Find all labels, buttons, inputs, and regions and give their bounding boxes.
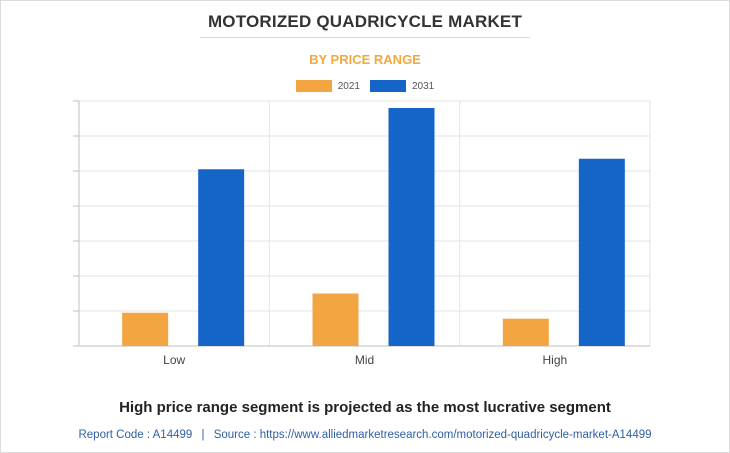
legend-item-2031: 2031 xyxy=(370,80,434,92)
source-url: Source : https://www.alliedmarketresearc… xyxy=(213,429,652,441)
legend-swatch-2021 xyxy=(295,80,332,92)
x-tick-label-low: Low xyxy=(163,353,185,367)
legend-label-2021: 2021 xyxy=(337,80,360,92)
x-tick-label-high: High xyxy=(542,353,567,367)
legend-swatch-2031 xyxy=(370,80,406,92)
bar-2031-high xyxy=(578,158,625,346)
title-divider xyxy=(200,37,530,38)
bar-chart: Low Mid High xyxy=(73,100,651,367)
legend-label-2031: 2031 xyxy=(412,80,435,92)
chart-subtitle: BY PRICE RANGE xyxy=(309,52,421,67)
source-separator: | xyxy=(201,429,205,441)
report-code: Report Code : A14499 xyxy=(78,429,193,441)
chart-footnote-headline: High price range segment is projected as… xyxy=(119,399,611,416)
x-tick-label-mid: Mid xyxy=(355,353,374,367)
legend-item-2021: 2021 xyxy=(295,80,360,92)
chart-title: MOTORIZED QUADRICYCLE MARKET xyxy=(207,12,523,31)
chart-source-line: Report Code : A14499 | Source : https://… xyxy=(0,429,730,441)
bar-2031-mid xyxy=(388,108,435,346)
bar-2021-mid xyxy=(312,293,359,346)
bar-2021-high xyxy=(502,318,549,346)
bar-2021-low xyxy=(122,312,169,346)
chart-legend: 2021 2031 xyxy=(0,80,730,92)
bar-2031-low xyxy=(198,169,245,346)
